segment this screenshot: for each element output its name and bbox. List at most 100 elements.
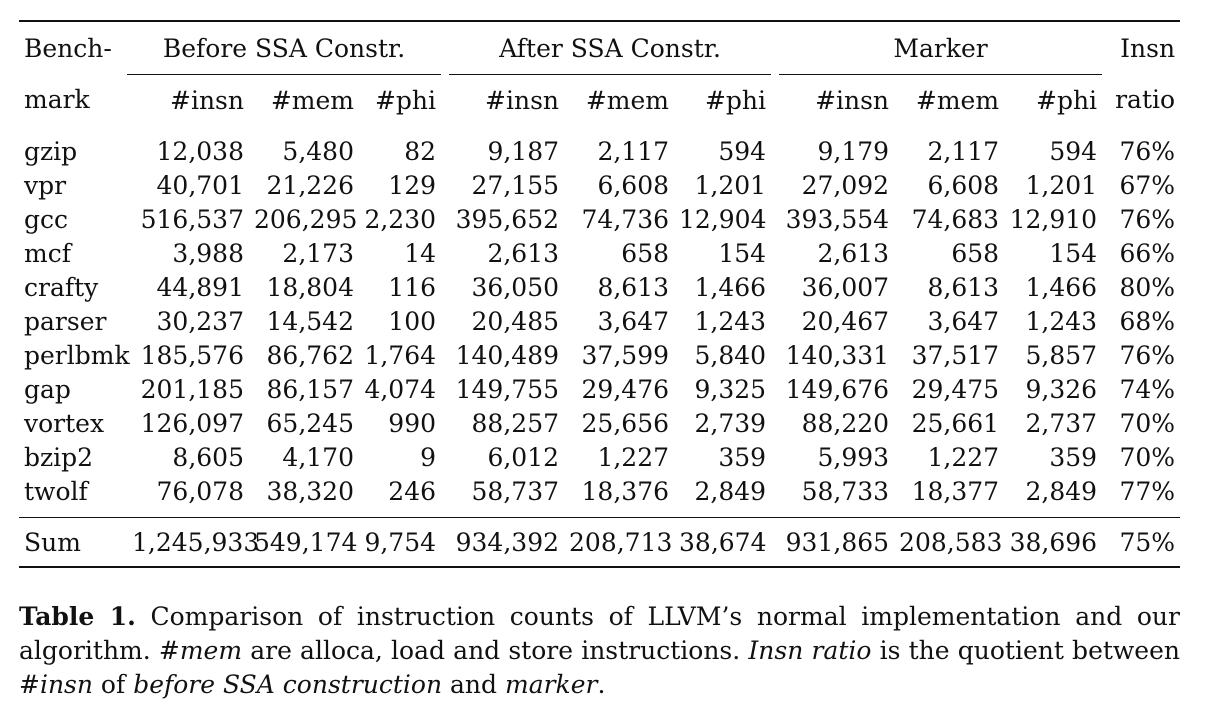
sum-cell: 1,245,933 xyxy=(127,517,259,567)
count-cell: 5,857 xyxy=(1025,341,1098,370)
count-cell: 393,554 xyxy=(785,205,890,234)
count-cell: 8,605 xyxy=(172,443,244,472)
caption-italic-insn: #insn xyxy=(19,670,93,699)
instruction-count-table: Bench- Before SSA Constr. After SSA Cons… xyxy=(19,20,1181,568)
count-cell: 29,476 xyxy=(581,375,670,404)
group-before-ssa: Before SSA Constr. xyxy=(127,21,442,75)
count-cell: 116 xyxy=(388,273,437,302)
subcol-phi: #phi xyxy=(1036,85,1098,115)
count-cell: 1,227 xyxy=(927,443,1000,472)
caption-label: Table 1. xyxy=(19,602,136,631)
count-cell: 44,891 xyxy=(156,273,244,302)
count-cell: 1,764 xyxy=(364,341,437,370)
count-cell: 40,701 xyxy=(156,171,244,200)
count-cell: 1,243 xyxy=(1025,307,1098,336)
count-cell: 88,257 xyxy=(471,409,560,438)
sum-cell: 38,696 xyxy=(1004,517,1103,567)
count-cell: 58,733 xyxy=(801,477,890,506)
ratio-cell: 77% xyxy=(1119,477,1176,506)
count-cell: 2,849 xyxy=(694,477,767,506)
benchmark-name: vortex xyxy=(24,409,105,438)
ratio-cell: 80% xyxy=(1119,273,1176,302)
table-row: parser 30,237 14,542 100 20,485 3,647 1,243 20,… xyxy=(19,305,1180,339)
benchmark-name: bzip2 xyxy=(24,443,94,472)
table-row: vpr 40,701 21,226 129 27,155 6,608 1,201 27,092… xyxy=(19,169,1180,203)
count-cell: 2,613 xyxy=(817,239,890,268)
sum-row: Sum 1,245,933 549,174 9,754 934,392 208,713 38… xyxy=(19,517,1181,567)
count-cell: 100 xyxy=(388,307,437,336)
count-cell: 2,737 xyxy=(1025,409,1098,438)
count-cell: 76,078 xyxy=(156,477,244,506)
count-cell: 516,537 xyxy=(140,205,244,234)
table-row: perlbmk 185,576 86,762 1,764 140,489 37,599 5,… xyxy=(19,339,1180,373)
sum-cell: 549,174 xyxy=(249,517,359,567)
count-cell: 2,117 xyxy=(597,137,670,166)
count-cell: 6,012 xyxy=(487,443,560,472)
count-cell: 4,170 xyxy=(282,443,354,472)
caption-text: . xyxy=(597,670,606,699)
ratio-cell: 76% xyxy=(1119,137,1176,166)
count-cell: 246 xyxy=(388,477,437,506)
ratio-cell: 76% xyxy=(1119,205,1176,234)
count-cell: 30,237 xyxy=(156,307,244,336)
caption-text: Comparison of instruction counts of LLVM… xyxy=(19,602,1180,665)
count-cell: 25,661 xyxy=(911,409,1000,438)
count-cell: 206,295 xyxy=(254,205,358,234)
ratio-header-top: Insn xyxy=(1120,33,1176,63)
count-cell: 3,988 xyxy=(172,239,244,268)
count-cell: 2,613 xyxy=(487,239,560,268)
count-cell: 14,542 xyxy=(266,307,354,336)
subcol-insn: #insn xyxy=(170,85,244,115)
count-cell: 2,230 xyxy=(364,205,437,234)
count-cell: 9,187 xyxy=(487,137,560,166)
count-cell: 395,652 xyxy=(455,205,560,234)
benchmark-name: gap xyxy=(24,375,71,404)
count-cell: 3,647 xyxy=(927,307,1000,336)
sum-cell: 38,674 xyxy=(674,517,772,567)
count-cell: 86,157 xyxy=(266,375,354,404)
benchmark-name: perlbmk xyxy=(24,341,130,370)
count-cell: 8,613 xyxy=(927,273,1000,302)
table-row: gcc 516,537 206,295 2,230 395,652 74,736 12,90… xyxy=(19,203,1180,237)
table-row: bzip2 8,605 4,170 9 6,012 1,227 359 5,993 1,227 3… xyxy=(19,441,1180,475)
count-cell: 6,608 xyxy=(927,171,1000,200)
table-row: mcf 3,988 2,173 14 2,613 658 154 2,613 658 154 66% xyxy=(19,237,1180,271)
caption-text: and xyxy=(442,670,505,699)
benchmark-header-bottom: mark xyxy=(24,85,90,115)
count-cell: 82 xyxy=(404,137,437,166)
sum-cell: 75% xyxy=(1102,517,1181,567)
sum-cell: 208,713 xyxy=(564,517,675,567)
subcol-mem: #mem xyxy=(915,85,1000,115)
sum-cell: 934,392 xyxy=(449,517,565,567)
caption-italic-before: before SSA construction xyxy=(133,670,443,699)
subcol-phi: #phi xyxy=(704,85,767,115)
count-cell: 658 xyxy=(621,239,670,268)
count-cell: 86,762 xyxy=(266,341,354,370)
subcol-phi: #phi xyxy=(374,85,437,115)
count-cell: 29,475 xyxy=(911,375,1000,404)
count-cell: 20,485 xyxy=(471,307,560,336)
count-cell: 37,517 xyxy=(911,341,1000,370)
group-after-ssa: After SSA Constr. xyxy=(449,21,772,75)
ratio-cell: 68% xyxy=(1119,307,1176,336)
count-cell: 658 xyxy=(951,239,1000,268)
table-row: gzip 12,038 5,480 82 9,187 2,117 594 9,179 2,117… xyxy=(19,125,1180,169)
count-cell: 359 xyxy=(718,443,767,472)
count-cell: 990 xyxy=(388,409,437,438)
count-cell: 9,326 xyxy=(1025,375,1098,404)
count-cell: 359 xyxy=(1049,443,1098,472)
table-body: gzip 12,038 5,480 82 9,187 2,117 594 9,179 2,117… xyxy=(19,125,1180,518)
caption-italic-marker: marker xyxy=(504,670,598,699)
count-cell: 65,245 xyxy=(266,409,354,438)
count-cell: 185,576 xyxy=(140,341,244,370)
count-cell: 1,466 xyxy=(1025,273,1098,302)
count-cell: 58,737 xyxy=(471,477,560,506)
count-cell: 18,804 xyxy=(266,273,354,302)
count-cell: 594 xyxy=(718,137,767,166)
ratio-cell: 67% xyxy=(1119,171,1176,200)
count-cell: 3,647 xyxy=(597,307,670,336)
count-cell: 2,849 xyxy=(1025,477,1098,506)
sum-body: Sum 1,245,933 549,174 9,754 934,392 208,713 38… xyxy=(19,517,1181,567)
sum-cell: 208,583 xyxy=(894,517,1005,567)
